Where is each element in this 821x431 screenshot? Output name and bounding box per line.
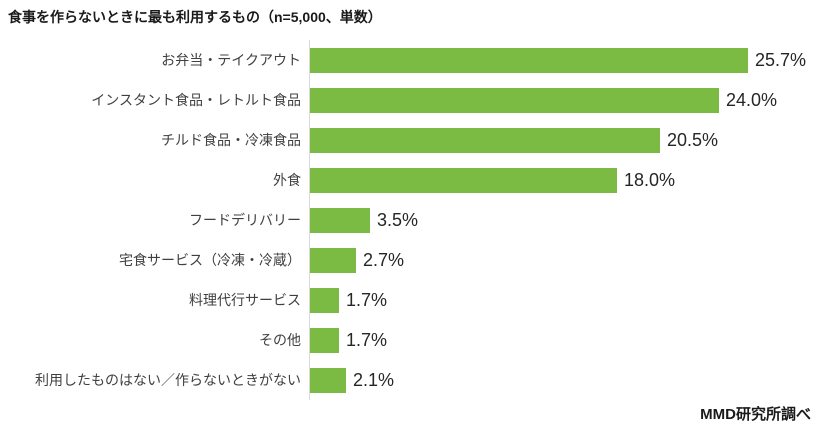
bar-row: チルド食品・冷凍食品 20.5% bbox=[0, 120, 821, 160]
value-label: 1.7% bbox=[346, 329, 388, 350]
bar-row: 外食 18.0% bbox=[0, 160, 821, 200]
value-label: 3.5% bbox=[377, 209, 419, 230]
bar-row: インスタント食品・レトルト食品 24.0% bbox=[0, 80, 821, 120]
value-label: 24.0% bbox=[726, 89, 778, 110]
value-label: 18.0% bbox=[624, 169, 676, 190]
bar-track: 24.0% bbox=[309, 80, 821, 120]
bar-track: 3.5% bbox=[309, 200, 821, 240]
bar bbox=[310, 287, 339, 313]
bar-track: 2.7% bbox=[309, 240, 821, 280]
category-label: インスタント食品・レトルト食品 bbox=[91, 92, 301, 108]
bar-track: 18.0% bbox=[309, 160, 821, 200]
bar bbox=[310, 167, 617, 193]
value-label: 20.5% bbox=[667, 129, 719, 150]
bar-track: 2.1% bbox=[309, 360, 821, 400]
bar-row: その他 1.7% bbox=[0, 320, 821, 360]
value-label: 1.7% bbox=[346, 289, 388, 310]
bar bbox=[310, 47, 748, 73]
chart-title: 食事を作らないときに最も利用するもの（n=5,000、単数） bbox=[8, 9, 382, 25]
value-label: 2.7% bbox=[363, 249, 405, 270]
category-label: 料理代行サービス bbox=[189, 292, 301, 308]
bar-row: フードデリバリー 3.5% bbox=[0, 200, 821, 240]
bar-rows: お弁当・テイクアウト 25.7% インスタント食品・レトルト食品 24.0% チルド食品… bbox=[0, 40, 821, 400]
category-label: 利用したものはない／作らないときがない bbox=[35, 372, 301, 388]
bar-chart: お弁当・テイクアウト 25.7% インスタント食品・レトルト食品 24.0% チルド食品… bbox=[0, 40, 821, 400]
bar bbox=[310, 327, 339, 353]
category-label: 外食 bbox=[273, 172, 301, 188]
bar bbox=[310, 367, 346, 393]
value-label: 25.7% bbox=[755, 49, 807, 70]
bar bbox=[310, 127, 660, 153]
bar-row: お弁当・テイクアウト 25.7% bbox=[0, 40, 821, 80]
category-label: お弁当・テイクアウト bbox=[161, 52, 301, 68]
value-label: 2.1% bbox=[353, 369, 395, 390]
bar-row: 利用したものはない／作らないときがない 2.1% bbox=[0, 360, 821, 400]
bar bbox=[310, 247, 356, 273]
bar-track: 1.7% bbox=[309, 320, 821, 360]
bar bbox=[310, 207, 370, 233]
source-credit: MMD研究所調べ bbox=[700, 406, 811, 423]
category-label: 宅食サービス（冷凍・冷蔵） bbox=[119, 252, 301, 268]
bar-row: 料理代行サービス 1.7% bbox=[0, 280, 821, 320]
category-label: チルド食品・冷凍食品 bbox=[161, 132, 301, 148]
bar-track: 25.7% bbox=[309, 40, 821, 80]
bar-row: 宅食サービス（冷凍・冷蔵） 2.7% bbox=[0, 240, 821, 280]
bar-track: 20.5% bbox=[309, 120, 821, 160]
bar-track: 1.7% bbox=[309, 280, 821, 320]
bar bbox=[310, 87, 719, 113]
category-label: フードデリバリー bbox=[189, 212, 301, 228]
category-label: その他 bbox=[259, 332, 301, 348]
